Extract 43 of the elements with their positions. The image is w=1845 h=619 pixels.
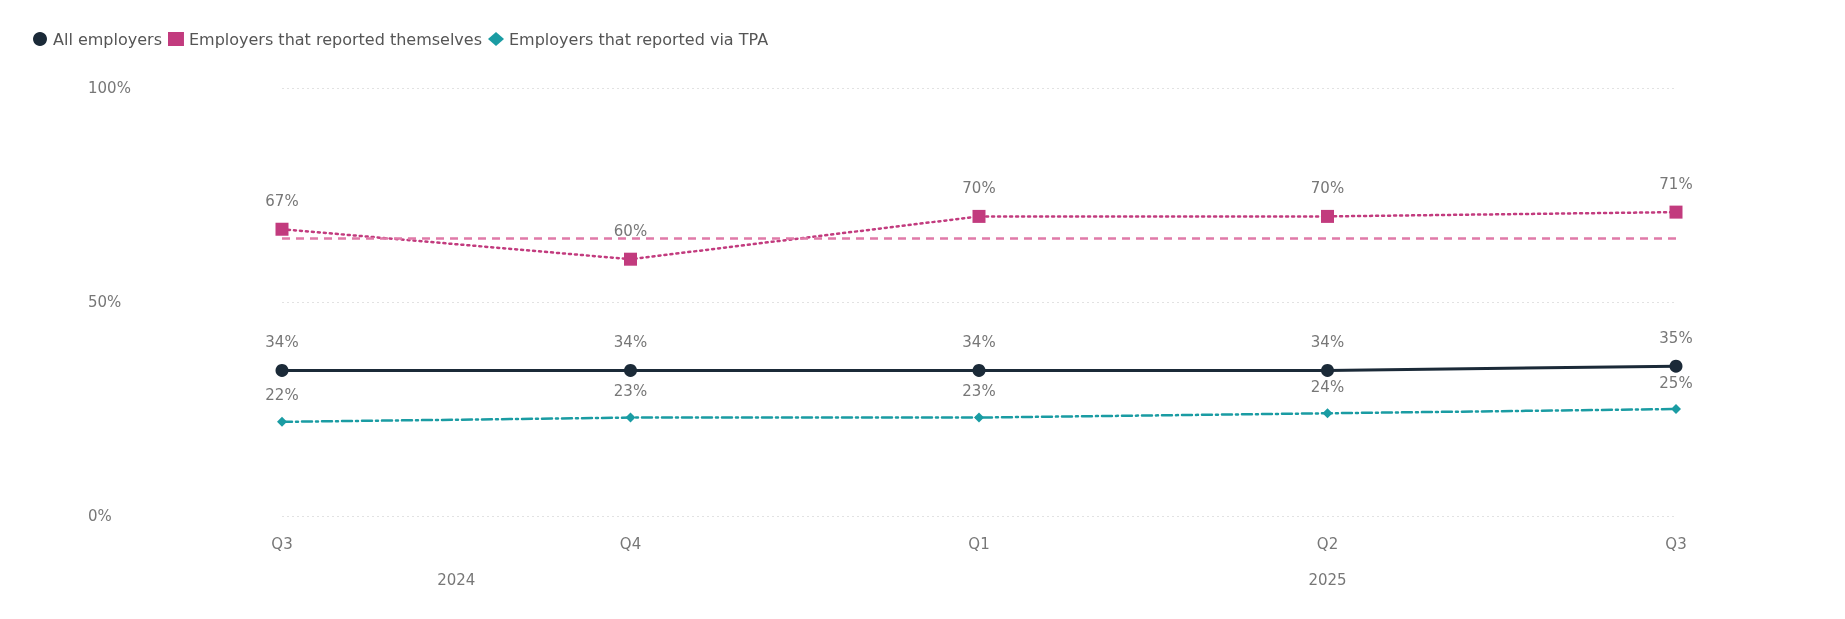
data-label: 24% — [1310, 377, 1345, 396]
text: 2025 — [1308, 570, 1347, 589]
x-tick-label: Q3 — [1665, 534, 1687, 553]
point — [972, 363, 986, 377]
point — [1669, 359, 1683, 373]
data-label: 34% — [962, 333, 996, 352]
x-tick-label: Q1 — [968, 534, 990, 553]
point — [624, 252, 637, 266]
data-label: 70% — [962, 179, 996, 198]
point — [972, 209, 986, 223]
data-label: 22% — [265, 386, 299, 405]
point — [1321, 363, 1334, 377]
text: 2024 — [437, 570, 476, 589]
data-label: 34% — [1310, 333, 1345, 352]
point — [1321, 209, 1334, 223]
data-label: 23% — [962, 382, 996, 401]
point — [1671, 404, 1681, 414]
point — [624, 363, 637, 377]
data-label: 67% — [265, 192, 299, 211]
y-tick-label: 0% — [88, 507, 112, 525]
y-tick-label: 50% — [88, 293, 122, 311]
point — [277, 416, 287, 427]
data-label: 60% — [613, 222, 648, 241]
data-label: 70% — [1310, 179, 1345, 198]
point — [974, 412, 984, 423]
point — [275, 363, 289, 377]
legend-label: Employers that reported via TPA — [509, 29, 769, 49]
legend-label: All employers — [53, 29, 162, 49]
data-label: 25% — [1659, 373, 1693, 392]
point — [1322, 408, 1333, 419]
data-label: 23% — [613, 382, 648, 401]
data-label: 71% — [1659, 175, 1693, 194]
data-label: 34% — [265, 333, 299, 352]
point — [1669, 205, 1683, 219]
point — [275, 222, 289, 236]
data-label: 34% — [613, 333, 648, 352]
y-tick-label: 100% — [88, 79, 131, 97]
point — [625, 412, 636, 423]
legend-label: Employers that reported themselves — [188, 29, 483, 49]
x-tick-label: Q4 — [619, 534, 642, 553]
x-tick-label: Q3 — [271, 534, 293, 553]
x-tick-label: Q2 — [1316, 534, 1339, 553]
data-label: 35% — [1659, 329, 1693, 348]
